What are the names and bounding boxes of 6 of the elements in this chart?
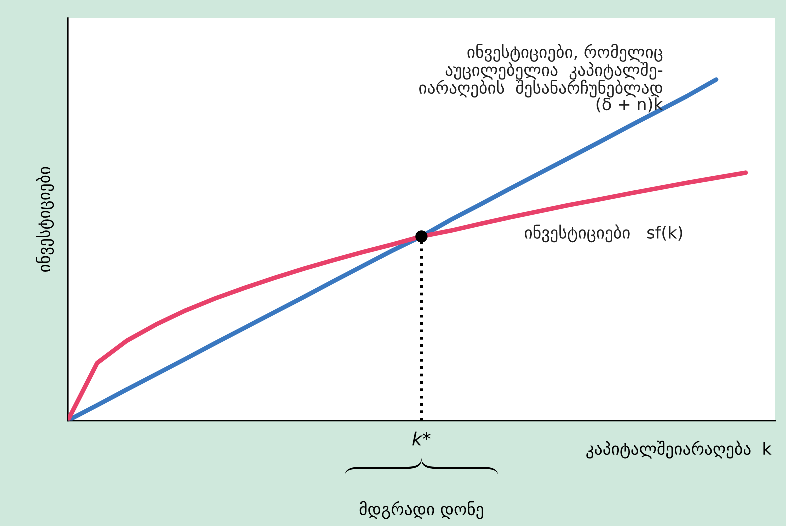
- series-label: ინვესტიციები sf(k): [525, 224, 682, 243]
- x-axis-title: კაპიტალშეიარაღება k: [586, 440, 772, 459]
- y-axis-title: ინვესტიციები: [36, 167, 54, 272]
- series-label: ინვესტიციები, რომელიც აუცილებელია კაპიტალშე- იარაღების შესანარჩუნებლად (δ + n)k: [420, 44, 664, 113]
- text: მდგრადი დონე: [360, 501, 484, 520]
- text: k*: [412, 432, 431, 446]
